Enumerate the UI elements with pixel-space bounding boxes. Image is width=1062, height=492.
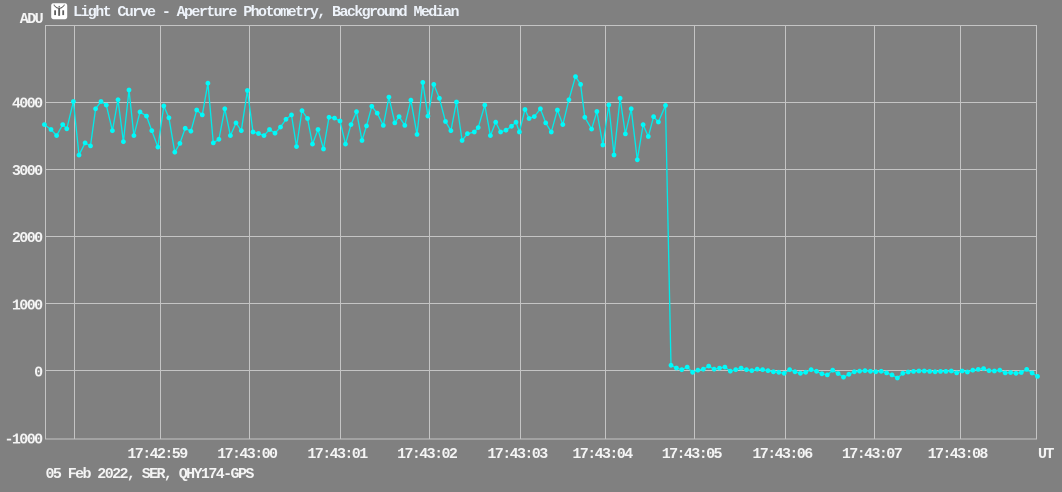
svg-text:17:43:07: 17:43:07 xyxy=(842,446,902,463)
svg-text:17:43:02: 17:43:02 xyxy=(397,446,458,463)
svg-text:17:43:04: 17:43:04 xyxy=(572,446,633,463)
svg-text:17:43:08: 17:43:08 xyxy=(928,446,989,463)
svg-text:Light Curve - Aperture Photome: Light Curve - Aperture Photometry, Backg… xyxy=(73,4,459,21)
svg-text:UT: UT xyxy=(1038,446,1054,463)
svg-text:4000: 4000 xyxy=(12,96,43,113)
svg-text:-1000: -1000 xyxy=(4,432,43,449)
svg-text:05 Feb 2022, SER, QHY174-GPS: 05 Feb 2022, SER, QHY174-GPS xyxy=(46,466,255,483)
svg-text:2000: 2000 xyxy=(12,230,43,247)
svg-text:3000: 3000 xyxy=(12,163,43,180)
svg-text:17:42:59: 17:42:59 xyxy=(127,446,188,463)
svg-text:17:43:05: 17:43:05 xyxy=(662,446,723,463)
svg-text:17:43:01: 17:43:01 xyxy=(307,446,368,463)
svg-text:17:43:03: 17:43:03 xyxy=(487,446,548,463)
svg-text:ADU: ADU xyxy=(20,11,44,28)
svg-text:1000: 1000 xyxy=(12,297,43,314)
svg-text:0: 0 xyxy=(34,365,43,382)
svg-text:17:43:00: 17:43:00 xyxy=(217,446,278,463)
svg-text:17:43:06: 17:43:06 xyxy=(752,446,813,463)
